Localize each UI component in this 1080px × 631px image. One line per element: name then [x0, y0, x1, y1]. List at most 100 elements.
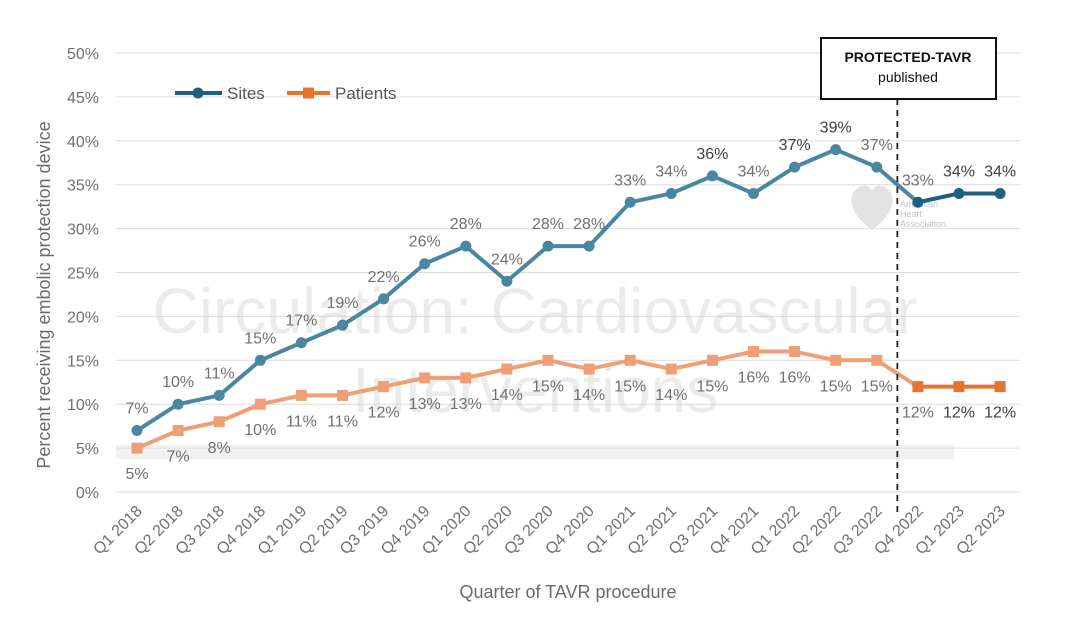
patients-point	[624, 354, 636, 366]
patients-data-label: 16%	[737, 370, 769, 387]
y-tick-label: 25%	[67, 266, 99, 283]
legend: Sites Patients	[175, 84, 396, 103]
y-tick-label: 10%	[67, 397, 99, 414]
sites-data-label: 34%	[943, 163, 975, 180]
y-tick-label: 45%	[67, 90, 99, 107]
sites-data-label: 15%	[244, 330, 276, 347]
sites-data-label: 24%	[491, 251, 523, 268]
sites-data-label: 11%	[204, 365, 235, 382]
patients-point	[748, 346, 759, 358]
legend-patients-marker	[303, 87, 314, 99]
patients-data-label: 15%	[614, 378, 646, 395]
sites-data-label: 37%	[779, 137, 811, 154]
annotation: PROTECTED-TAVR published	[820, 37, 997, 512]
sites-point	[378, 293, 390, 305]
sites-point	[994, 187, 1006, 199]
sites-point	[665, 187, 677, 199]
sites-point	[172, 398, 184, 410]
shaded-band	[116, 445, 954, 460]
sites-point	[583, 240, 595, 252]
sites-point	[213, 389, 225, 401]
logo-text: Association.	[900, 219, 949, 229]
y-tick-label: 35%	[67, 178, 99, 195]
sites-point	[419, 258, 431, 270]
y-tick-labels: 0% 5% 10% 15% 20% 25% 30% 35% 40% 45% 50%	[67, 46, 99, 502]
y-tick-label: 15%	[67, 353, 99, 370]
y-tick-label: 30%	[67, 222, 99, 239]
patients-line	[136, 349, 919, 450]
annotation-box	[820, 37, 997, 100]
patients-point	[953, 381, 965, 393]
y-axis-label: Percent receiving embolic protection dev…	[34, 121, 54, 468]
sites-point	[337, 319, 348, 331]
sites-point	[254, 354, 266, 366]
patients-point	[337, 389, 348, 401]
patients-point	[583, 363, 595, 375]
patients-data-label: 15%	[532, 378, 564, 395]
patients-point	[419, 372, 431, 384]
patients-data-label: 12%	[984, 405, 1016, 422]
sites-data-label: 7%	[125, 401, 148, 418]
patients-point	[830, 354, 842, 366]
sites-data-label: 34%	[655, 163, 687, 180]
band-rect	[116, 445, 954, 460]
patients-point	[542, 354, 554, 366]
patients-data-label: 13%	[450, 396, 482, 413]
patients-point	[131, 442, 143, 454]
legend-sites-label: Sites	[227, 84, 265, 103]
sites-data-label: 26%	[409, 234, 441, 251]
sites-point	[912, 196, 924, 208]
patients-data-label: 12%	[943, 405, 975, 422]
sites-data-label: 28%	[532, 216, 564, 233]
patients-data-label: 16%	[779, 370, 811, 387]
legend-patients-label: Patients	[335, 84, 396, 103]
patients-data-label: 11%	[286, 413, 317, 430]
patients-data-label: 15%	[820, 378, 852, 395]
annotation-line2: published	[878, 69, 938, 85]
sites-point	[460, 240, 472, 252]
sites-data-label: 33%	[902, 172, 934, 189]
annotation-line1: PROTECTED-TAVR	[844, 49, 971, 65]
patients-point	[501, 363, 513, 375]
sites-point	[789, 161, 801, 173]
patients-data-label: 5%	[125, 466, 148, 483]
patients-point	[172, 425, 184, 437]
patients-point	[295, 389, 307, 401]
series	[131, 144, 1006, 454]
sites-line	[135, 147, 920, 433]
patients-data-label: 15%	[696, 378, 728, 395]
patients-point	[665, 363, 677, 375]
sites-data-label: 28%	[573, 216, 605, 233]
sites-data-label: 37%	[861, 137, 893, 154]
heart-icon	[851, 185, 893, 230]
logo-text: Heart	[900, 209, 923, 219]
patients-data-label: 14%	[655, 387, 687, 404]
y-tick-label: 5%	[76, 441, 99, 458]
y-tick-label: 20%	[67, 309, 99, 326]
patients-point	[871, 354, 883, 366]
aha-logo: AmericanHeartAssociation.	[851, 185, 949, 230]
patients-point	[460, 372, 472, 384]
watermark-line1: Circulation: Cardiovascular	[153, 275, 918, 347]
patients-data-label: 11%	[327, 413, 358, 430]
sites-point	[748, 187, 759, 199]
patients-data-label: 7%	[167, 449, 190, 466]
patients-point	[213, 416, 225, 428]
patients-point	[994, 381, 1006, 393]
sites-point	[706, 170, 718, 182]
patients-data-label: 15%	[861, 378, 893, 395]
x-axis-label: Quarter of TAVR procedure	[459, 582, 676, 602]
y-tick-label: 50%	[67, 46, 99, 63]
sites-point	[830, 144, 842, 156]
patients-point	[912, 381, 924, 393]
sites-data-label: 33%	[614, 172, 646, 189]
sites-data-label: 28%	[450, 216, 482, 233]
legend-sites-marker	[192, 87, 204, 99]
sites-point	[131, 425, 143, 437]
sites-data-label: 22%	[368, 269, 400, 286]
patients-data-label: 14%	[573, 387, 605, 404]
patients-data-label: 13%	[409, 396, 441, 413]
patients-data-label: 10%	[244, 422, 276, 439]
